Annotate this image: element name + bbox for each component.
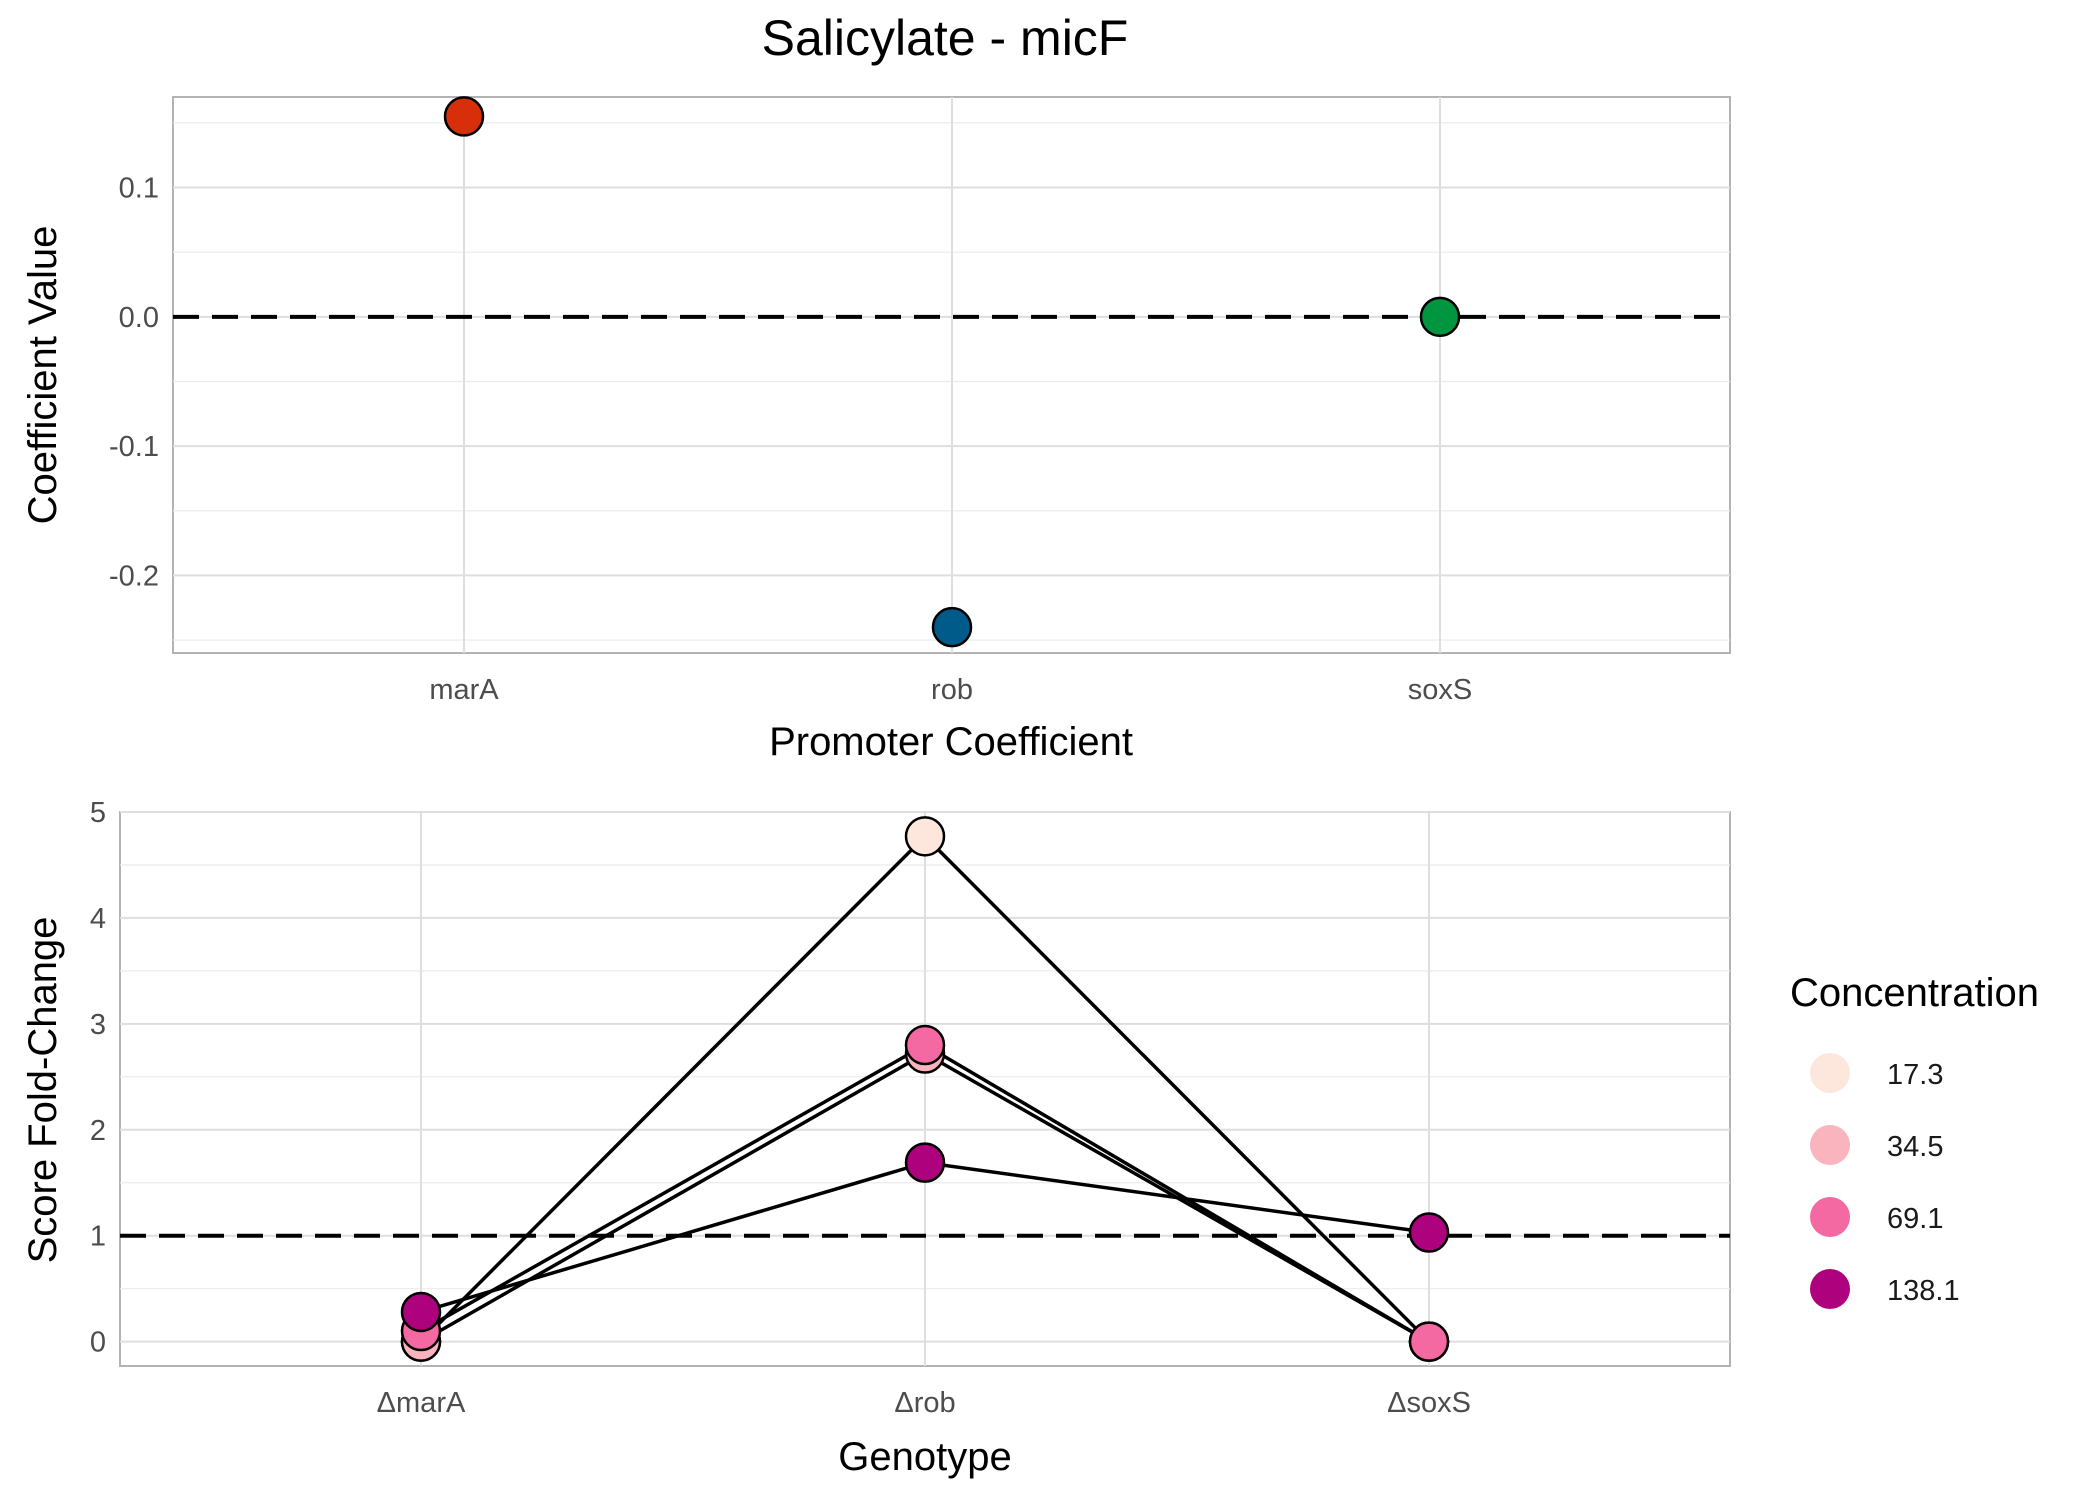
fold-change-points <box>400 816 1450 1362</box>
x-tick-label: ΔmarA <box>377 1387 466 1419</box>
fold-change-x-tick-labels: ΔmarA Δrob ΔsoxS <box>377 1387 1471 1419</box>
x-tick-label: rob <box>931 674 973 706</box>
fold-change-gridlines <box>120 811 1730 1366</box>
point-138.1-1 <box>904 1142 946 1183</box>
y-tick-label: 3 <box>90 1009 106 1041</box>
y-tick-label: 0.1 <box>119 173 159 205</box>
coefficient-x-axis-title: Promoter Coefficient <box>769 720 1133 764</box>
y-tick-label: 4 <box>90 903 106 935</box>
legend-swatch-17.3 <box>1810 1053 1850 1093</box>
legend-label: 138.1 <box>1887 1275 1960 1307</box>
legend-swatch-69.1 <box>1810 1197 1850 1237</box>
fold-change-x-axis-title: Genotype <box>838 1435 1011 1479</box>
fold-change-panel: 0 1 2 3 4 5 ΔmarA Δrob ΔsoxS Genotype Score Fol… <box>21 797 1731 1479</box>
legend-swatch-34.5 <box>1810 1125 1850 1165</box>
fold-change-y-axis-title: Score Fold-Change <box>21 917 65 1264</box>
legend-label: 69.1 <box>1887 1203 1943 1235</box>
point-rob <box>931 606 973 648</box>
y-tick-label: 0 <box>90 1327 106 1359</box>
legend: Concentration 17.3 34.5 69.1 138.1 <box>1790 971 2039 1309</box>
chart-title: Salicylate - micF <box>762 10 1129 66</box>
y-tick-label: 1 <box>90 1221 106 1253</box>
x-tick-label: ΔsoxS <box>1387 1387 1471 1419</box>
y-tick-label: -0.2 <box>109 560 159 592</box>
legend-title: Concentration <box>1790 971 2039 1015</box>
point-17.3-1 <box>904 816 946 857</box>
coefficient-panel: 0.1 0.0 -0.1 -0.2 marA rob soxS Promoter Coef… <box>21 96 1731 764</box>
legend-label: 17.3 <box>1887 1059 1943 1091</box>
legend-swatch-138.1 <box>1810 1269 1850 1309</box>
x-tick-label: soxS <box>1408 674 1472 706</box>
point-138.1-0 <box>400 1291 442 1333</box>
y-tick-label: 5 <box>90 797 106 829</box>
point-marA <box>443 96 485 137</box>
legend-label: 34.5 <box>1887 1131 1943 1163</box>
coefficient-points <box>443 96 1461 648</box>
y-tick-label: 2 <box>90 1115 106 1147</box>
x-tick-label: marA <box>429 674 499 706</box>
coefficient-x-tick-labels: marA rob soxS <box>429 674 1472 706</box>
point-soxS <box>1419 296 1461 338</box>
point-69.1-2 <box>1408 1321 1450 1362</box>
y-tick-label: 0.0 <box>119 302 159 334</box>
coefficient-y-axis-title: Coefficient Value <box>21 226 65 525</box>
x-tick-label: Δrob <box>894 1387 955 1419</box>
legend-items: 17.3 34.5 69.1 138.1 <box>1810 1053 1960 1309</box>
coefficient-y-tick-labels: 0.1 0.0 -0.1 -0.2 <box>109 173 159 593</box>
point-138.1-2 <box>1408 1212 1450 1253</box>
fold-change-y-tick-labels: 0 1 2 3 4 5 <box>90 797 106 1359</box>
y-tick-label: -0.1 <box>109 431 159 463</box>
point-69.1-1 <box>904 1024 946 1066</box>
